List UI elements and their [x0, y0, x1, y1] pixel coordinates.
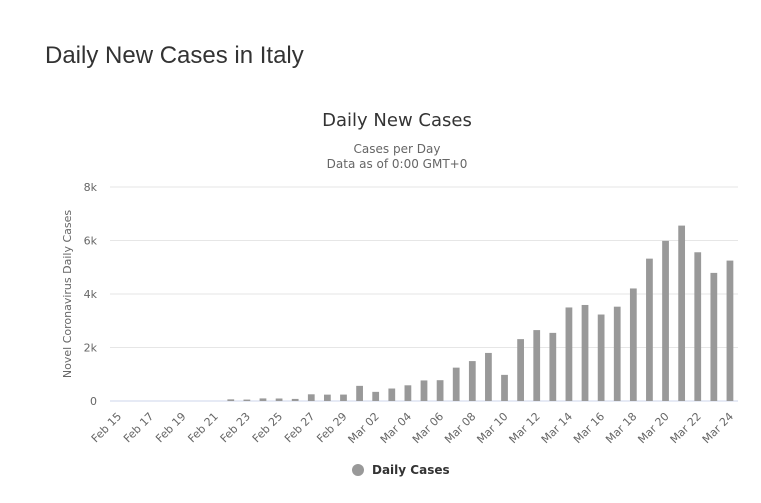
grid-lines	[110, 186, 738, 402]
bars	[227, 225, 734, 401]
y-tick-label: 4k	[84, 288, 98, 301]
bar[interactable]	[646, 258, 653, 401]
x-tick-label: Feb 15	[89, 410, 124, 445]
x-tick-label: Mar 20	[635, 410, 671, 446]
x-tick-label: Feb 23	[218, 410, 253, 445]
bar[interactable]	[726, 260, 734, 401]
bar[interactable]	[324, 394, 331, 401]
bar[interactable]	[243, 399, 251, 401]
bar[interactable]	[340, 394, 347, 401]
x-tick-label: Mar 18	[603, 410, 639, 446]
x-tick-label: Feb 19	[153, 410, 188, 445]
bar[interactable]	[275, 398, 283, 401]
bar[interactable]	[372, 391, 380, 401]
y-tick-label: 2k	[84, 342, 98, 355]
bar[interactable]	[259, 398, 267, 401]
y-tick-label: 0	[90, 395, 97, 408]
chart-title: Daily New Cases	[322, 110, 472, 131]
chart-container: Daily New Cases Cases per Day Data as of…	[0, 90, 761, 498]
x-tick-label: Mar 04	[378, 410, 414, 446]
x-tick-label: Mar 08	[442, 410, 478, 446]
x-tick-label: Feb 27	[282, 410, 317, 445]
y-axis-ticks: 0 2k 4k 6k 8k	[84, 181, 98, 408]
legend-marker	[352, 464, 364, 476]
bar[interactable]	[517, 339, 524, 401]
bar[interactable]	[452, 367, 460, 401]
bar[interactable]	[597, 314, 605, 401]
bar[interactable]	[307, 394, 315, 401]
bar[interactable]	[629, 288, 637, 401]
bar[interactable]	[404, 385, 412, 401]
bar[interactable]	[613, 306, 621, 401]
bar[interactable]	[710, 272, 718, 401]
x-tick-label: Mar 14	[539, 410, 575, 446]
bar[interactable]	[485, 352, 492, 401]
bar[interactable]	[468, 361, 476, 401]
page-title: Daily New Cases in Italy	[45, 42, 304, 69]
x-tick-label: Mar 02	[346, 410, 382, 446]
bar[interactable]	[549, 332, 557, 401]
x-tick-label: Mar 24	[700, 410, 736, 446]
y-axis-label: Novel Coronavirus Daily Cases	[61, 210, 74, 378]
legend-label[interactable]: Daily Cases	[372, 463, 450, 477]
bar[interactable]	[356, 385, 363, 401]
daily-cases-chart: Daily New Cases Cases per Day Data as of…	[61, 110, 738, 477]
chart-data-date: Data as of 0:00 GMT+0	[327, 157, 468, 171]
bar[interactable]	[420, 380, 428, 401]
x-tick-label: Mar 22	[668, 410, 704, 446]
x-tick-label: Mar 12	[507, 410, 543, 446]
bar[interactable]	[501, 374, 508, 401]
bar[interactable]	[227, 399, 235, 401]
x-tick-label: Mar 16	[571, 410, 607, 446]
bar[interactable]	[436, 380, 444, 401]
bar[interactable]	[565, 307, 573, 401]
bar[interactable]	[581, 304, 589, 401]
y-tick-label: 8k	[84, 181, 98, 194]
legend[interactable]: Daily Cases	[352, 463, 450, 477]
bar[interactable]	[388, 388, 396, 401]
bar[interactable]	[533, 330, 541, 401]
x-tick-label: Feb 21	[185, 410, 220, 445]
x-tick-label: Feb 29	[314, 410, 349, 445]
x-tick-label: Mar 10	[474, 410, 510, 446]
x-tick-label: Feb 17	[121, 410, 156, 445]
chart-subtitle: Cases per Day	[354, 142, 441, 156]
bar[interactable]	[662, 240, 669, 401]
bar[interactable]	[291, 398, 299, 401]
y-tick-label: 6k	[84, 235, 98, 248]
x-tick-label: Feb 25	[250, 410, 285, 445]
x-tick-label: Mar 06	[410, 410, 446, 446]
bar[interactable]	[678, 225, 686, 401]
bar[interactable]	[694, 252, 702, 401]
